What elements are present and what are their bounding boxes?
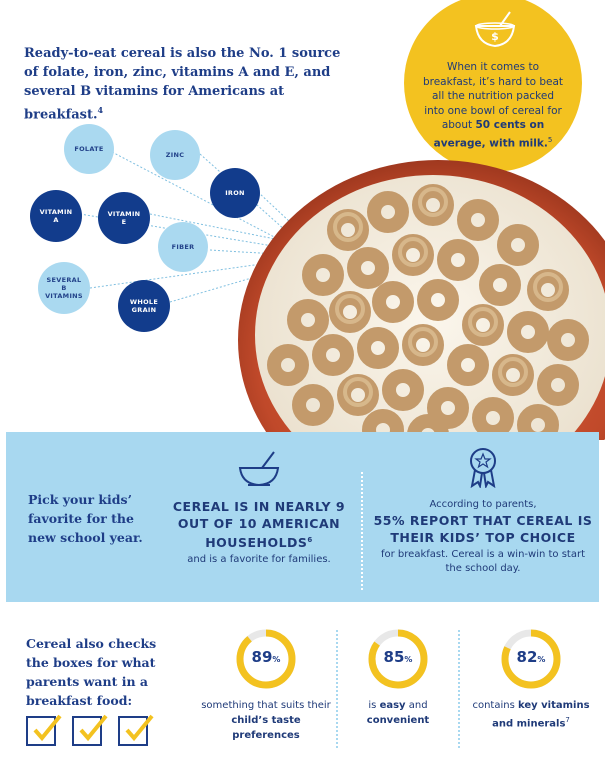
cereal-bowl-illustration [238,160,605,440]
stat-vitamins: 82% contains key vitamins and minerals7 [466,628,596,731]
checkbox-2 [72,714,108,746]
households-headline: CEREAL IS IN NEARLY 9 OUT OF 10 AMERICAN… [172,499,346,551]
nutrient-fiber: FIBER [158,222,208,272]
intro-footnote: 4 [97,105,104,115]
checkbox-1 [26,714,62,746]
checkbox-3 [118,714,154,746]
price-body: When it comes to breakfast, it’s hard to… [422,61,564,131]
stat-unit: % [537,655,546,664]
household-band: Pick your kids’ favorite for the new sch… [6,432,599,602]
nutrient-whole-grain: WHOLE GRAIN [118,280,170,332]
stat-label: something that suits their child’s taste… [201,700,331,741]
nutrient-zinc: ZINC [150,130,200,180]
progress-ring [368,629,428,689]
cereal-bowl-image [228,150,605,440]
nutrient-cluster: FOLATE ZINC IRON VITAMIN A VITAMIN E FIBER… [0,110,300,350]
bowl-dollar-icon: $ [474,11,516,48]
cereal-bowl-icon [238,451,280,487]
nutrient-vitamin-e: VITAMIN E [98,192,150,244]
stat-ring: 89% [235,628,297,690]
price-footnote: 5 [547,135,553,144]
stat-value: 89 [251,648,273,666]
parents-sub: for breakfast. Cereal is a win-win to st… [381,549,585,574]
checkmark-icon [33,714,62,742]
households-footnote: 6 [307,536,313,544]
price-text: When it comes to breakfast, it’s hard to… [422,60,564,151]
stat-taste: 89% something that suits their child’s t… [196,628,336,743]
progress-ring [501,629,561,689]
checkmark-icon [79,714,108,742]
svg-text:$: $ [491,30,499,43]
parents-pre: According to parents, [429,499,537,510]
households-stat: CEREAL IS IN NEARLY 9 OUT OF 10 AMERICAN… [164,446,354,567]
pick-favorite-text: Pick your kids’ favorite for the new sch… [28,492,143,545]
intro-text: Ready-to-eat cereal is also the No. 1 so… [24,44,354,124]
stat-value: 85 [383,648,405,666]
nutrient-folate: FOLATE [64,124,114,174]
parents-stat: According to parents, 55% REPORT THAT CE… [372,446,594,576]
stat-label: is easy and convenient [366,700,430,726]
stat-ring: 85% [367,628,429,690]
band-divider [361,472,363,590]
intro-body: Ready-to-eat cereal is also the No. 1 so… [24,46,341,123]
stat-label: contains key vitamins and minerals7 [472,700,590,730]
stat-unit: % [272,655,281,664]
households-sub: and is a favorite for families. [187,554,331,566]
stat-divider [458,630,460,748]
checkmark-icon [125,714,154,742]
stat-convenient: 85% is easy and convenient [346,628,450,728]
award-ribbon-icon [470,448,496,488]
stat-value: 82 [516,648,538,666]
stat-divider [336,630,338,748]
stat-ring: 82% [500,628,562,690]
stat-unit: % [404,655,413,664]
nutrient-several-b-vitamins: SEVERAL B VITAMINS [38,262,90,314]
nutrient-vitamin-a: VITAMIN A [30,190,82,242]
nutrient-iron: IRON [210,168,260,218]
progress-ring [236,629,296,689]
price-highlight: 50 cents on average, with milk. [433,119,548,149]
parents-headline: 55% REPORT THAT CEREAL IS THEIR KIDS’ TO… [373,513,593,545]
price-callout: $ When it comes to breakfast, it’s hard … [404,0,582,172]
checks-text: Cereal also checks the boxes for what pa… [26,636,157,708]
